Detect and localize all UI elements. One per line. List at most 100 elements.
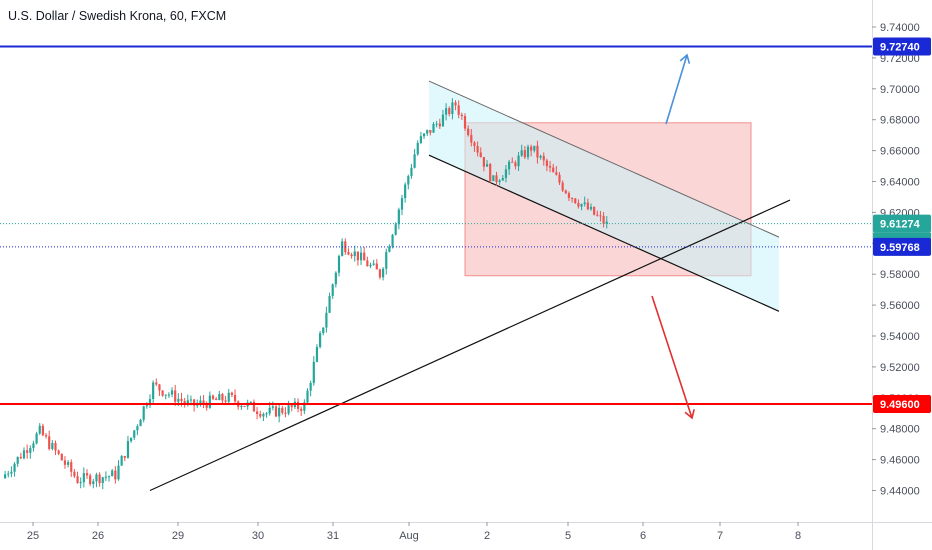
candle-body xyxy=(492,175,495,182)
candle-body xyxy=(435,123,438,125)
candle-body xyxy=(35,433,38,444)
candle-body xyxy=(290,405,293,408)
channel-lower-line[interactable] xyxy=(428,154,780,312)
candle-body xyxy=(331,284,334,296)
candle-body xyxy=(164,394,167,396)
candle-body xyxy=(271,406,274,408)
x-tick-label: 5 xyxy=(565,530,571,542)
candle-body xyxy=(199,400,202,404)
candle-body xyxy=(394,224,397,235)
y-tick-label: 9.44000 xyxy=(880,486,920,498)
candle-body xyxy=(161,390,164,396)
candle-body xyxy=(54,443,57,451)
candle-body xyxy=(520,150,523,156)
candle-body xyxy=(205,403,208,408)
candle-body xyxy=(577,203,580,207)
candle-body xyxy=(561,182,564,191)
candle-body xyxy=(32,443,35,449)
y-tick-label: 9.72000 xyxy=(880,53,920,65)
candle-body xyxy=(445,108,448,115)
candle-body xyxy=(73,471,76,477)
resistance-tag-text: 9.72740 xyxy=(880,41,920,53)
candle-body xyxy=(429,130,432,133)
candle-body xyxy=(369,264,372,267)
channel-fill xyxy=(429,81,779,312)
candle-body xyxy=(542,155,545,161)
y-tick-label: 9.56000 xyxy=(880,300,920,312)
candle-body xyxy=(397,209,400,225)
candle-body xyxy=(224,400,227,402)
candle-body xyxy=(79,482,82,484)
candle-body xyxy=(57,450,60,454)
candle-body xyxy=(26,450,29,453)
candle-body xyxy=(76,476,79,483)
candle-body xyxy=(227,392,230,402)
candle-body xyxy=(221,394,224,401)
candle-body xyxy=(385,251,388,269)
red-down-arrow[interactable] xyxy=(651,295,693,419)
candle-body xyxy=(240,406,243,408)
candle-body xyxy=(177,398,180,402)
candle-body xyxy=(388,246,391,252)
candle-body xyxy=(441,114,445,127)
candle-body xyxy=(287,405,290,414)
candle-body xyxy=(281,407,284,413)
y-tick-label: 9.74000 xyxy=(880,22,920,34)
candle-body xyxy=(158,384,161,391)
candle-body xyxy=(495,175,498,183)
candle-body xyxy=(319,333,322,347)
candle-body xyxy=(300,408,303,411)
candle-body xyxy=(523,150,526,158)
candle-body xyxy=(552,167,555,173)
candle-body xyxy=(111,470,114,477)
candle-body xyxy=(583,202,586,205)
blue-up-arrow[interactable] xyxy=(665,54,688,125)
y-tick-label: 9.52000 xyxy=(880,362,920,374)
candle-body xyxy=(438,123,441,127)
candle-body xyxy=(479,152,482,158)
candle-body xyxy=(526,146,530,158)
y-tick-label: 9.58000 xyxy=(880,269,920,281)
support-tag-text: 9.49600 xyxy=(880,399,920,411)
candle-body xyxy=(602,216,605,224)
candle-body xyxy=(148,398,152,406)
candle-body xyxy=(508,161,511,170)
candle-body xyxy=(596,214,599,216)
candle-body xyxy=(259,413,262,417)
candle-body xyxy=(296,401,300,409)
candle-body xyxy=(92,481,95,485)
candle-body xyxy=(114,470,117,480)
candle-body xyxy=(155,382,158,385)
candle-body xyxy=(233,395,237,402)
candle-body xyxy=(180,398,183,402)
candle-body xyxy=(189,399,193,401)
candle-body xyxy=(268,407,271,414)
candle-body xyxy=(44,435,48,437)
x-tick-label: 29 xyxy=(172,530,184,542)
candle-body xyxy=(70,462,73,472)
candle-body xyxy=(186,400,189,404)
candle-body xyxy=(139,419,142,427)
candle-body xyxy=(489,164,492,182)
candle-body xyxy=(419,136,422,143)
candle-body xyxy=(555,172,558,175)
y-tick-label: 9.48000 xyxy=(880,424,920,436)
candle-body xyxy=(312,361,315,383)
x-tick-label: 2 xyxy=(484,530,490,542)
candle-body xyxy=(167,394,170,396)
candle-body xyxy=(545,160,548,167)
candle-body xyxy=(460,114,463,117)
rising-trendline[interactable] xyxy=(149,199,791,492)
candle-body xyxy=(482,157,485,167)
y-tick-label: 9.54000 xyxy=(880,331,920,343)
channel-upper-line[interactable] xyxy=(428,80,780,238)
candle-body xyxy=(89,475,92,485)
candle-body xyxy=(328,295,331,313)
candle-body xyxy=(539,155,542,158)
candle-body xyxy=(422,133,426,137)
candle-body xyxy=(593,206,596,215)
candle-body xyxy=(120,456,123,466)
support-tag xyxy=(873,394,931,413)
